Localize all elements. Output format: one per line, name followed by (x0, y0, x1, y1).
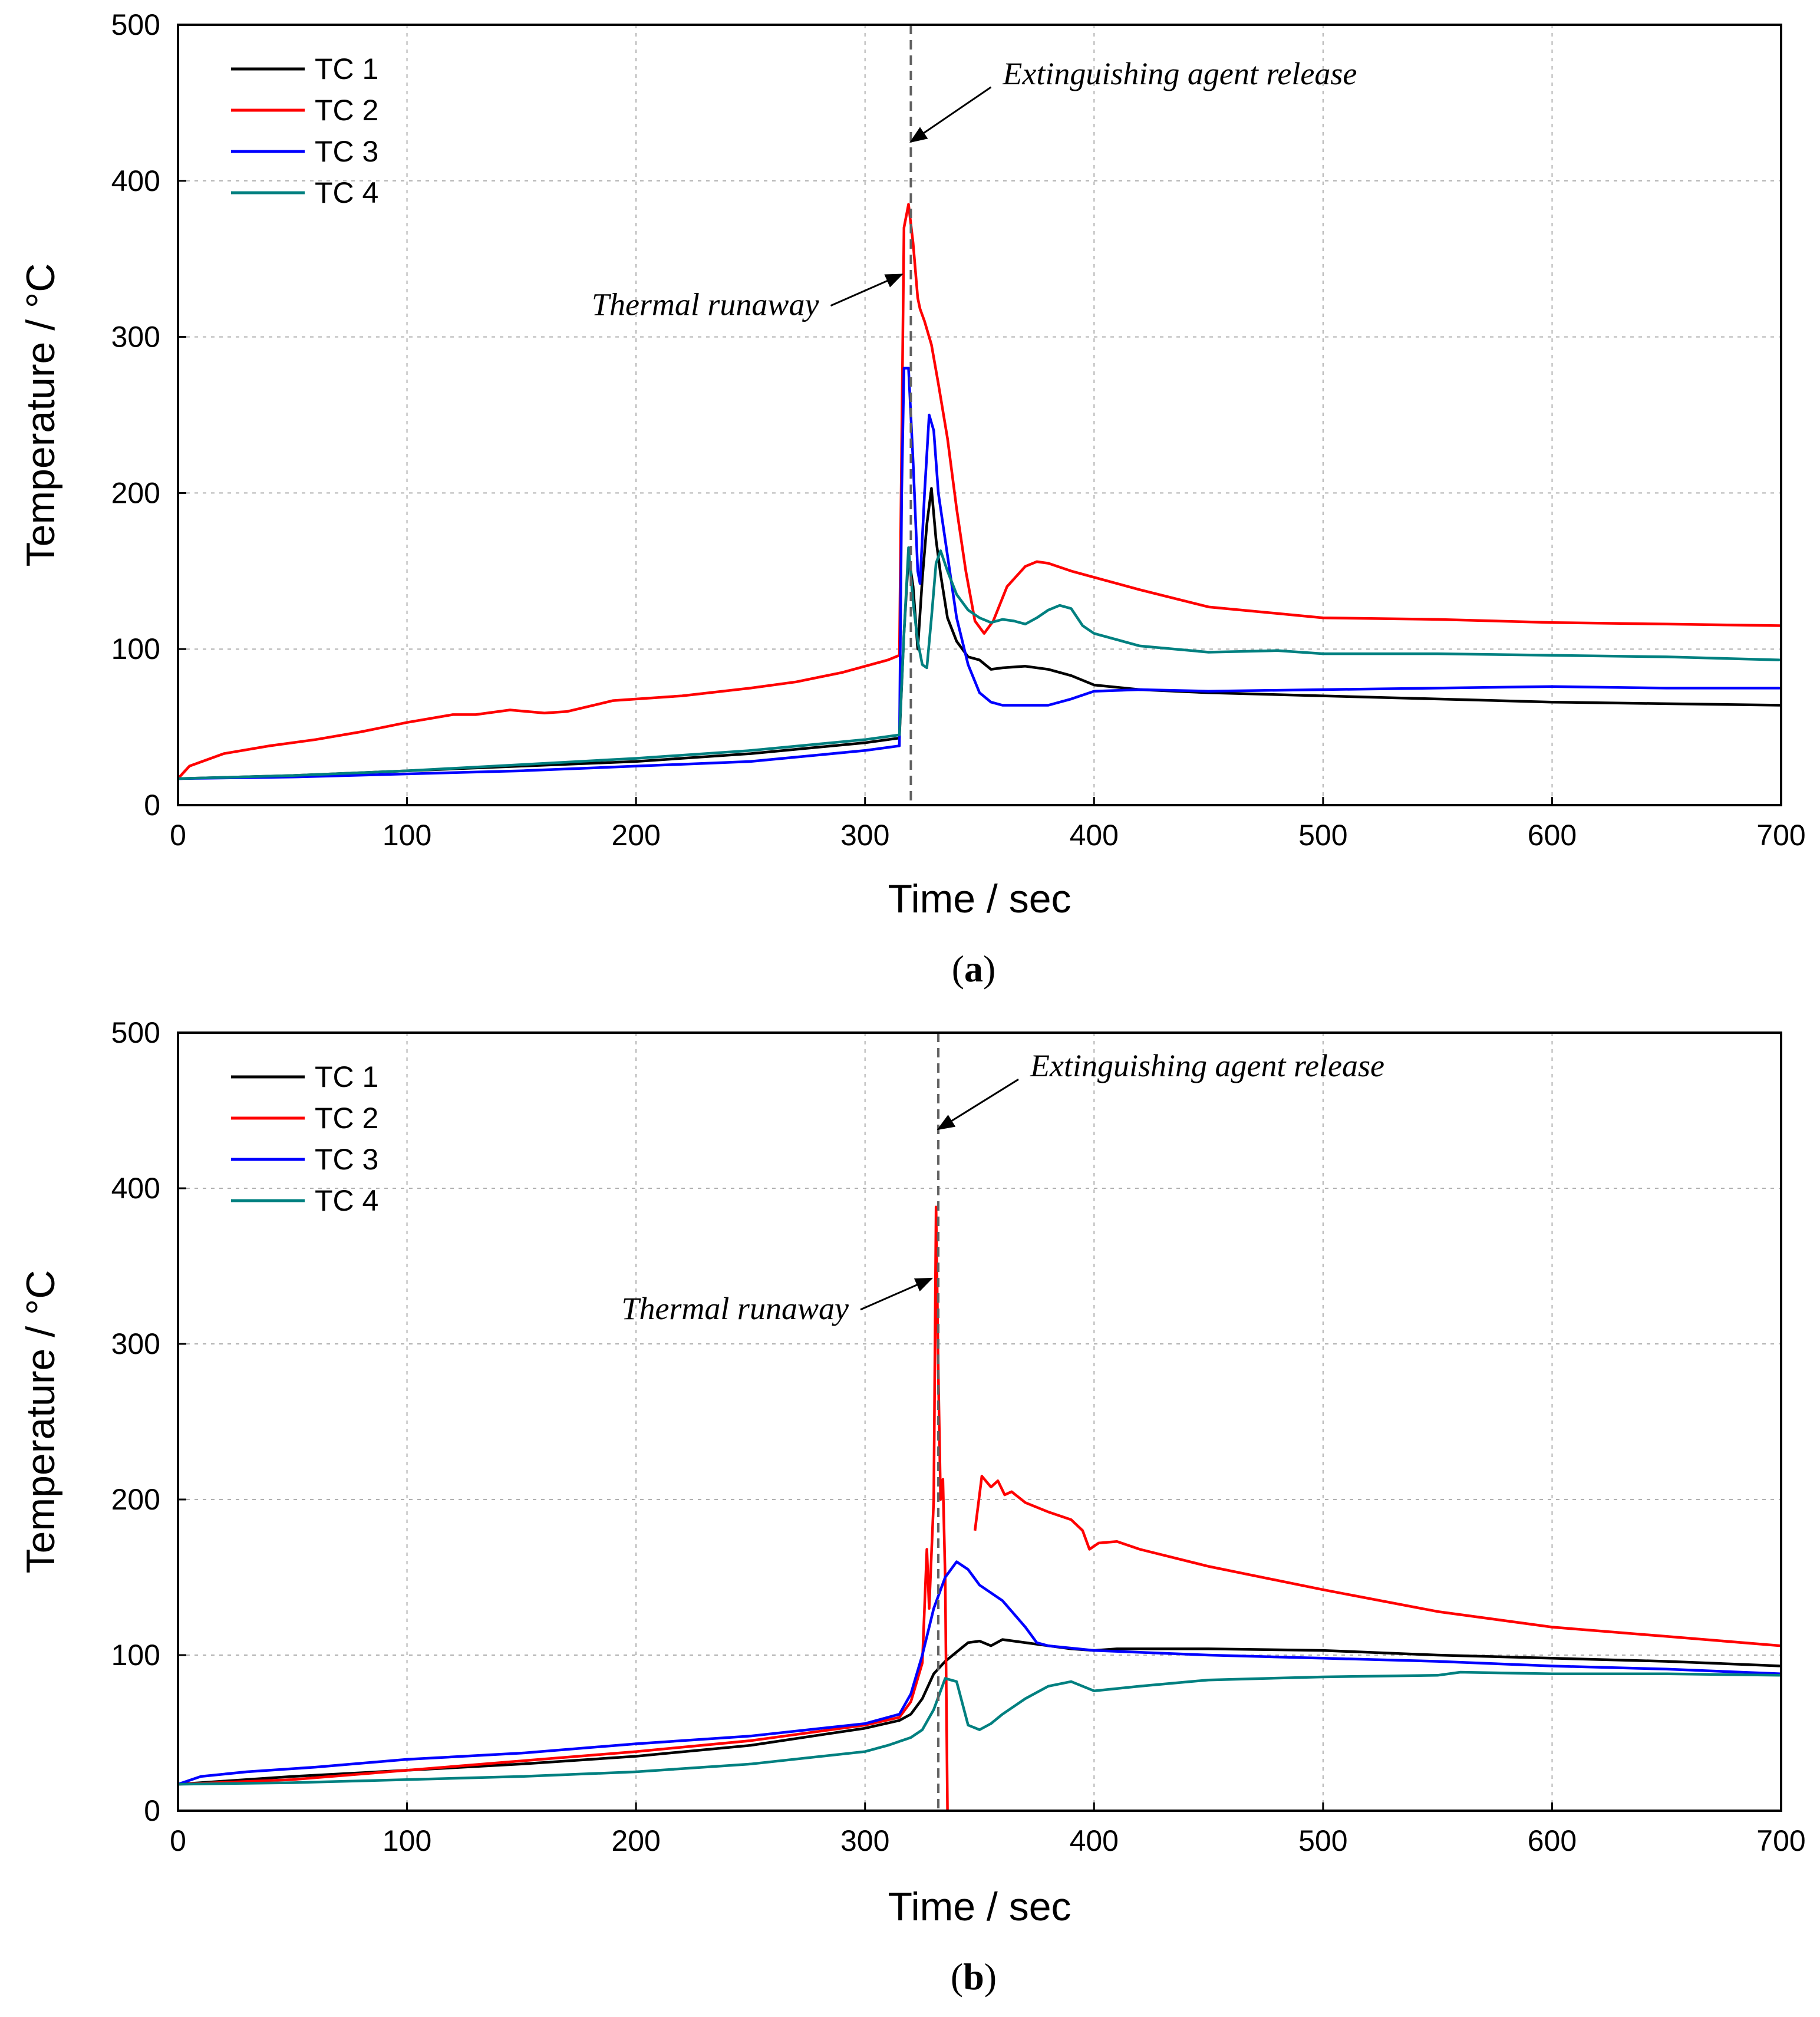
annotation-arrow (860, 1277, 934, 1311)
legend-label: TC 1 (315, 1060, 378, 1093)
y-tick-label: 200 (111, 476, 160, 509)
series-line-tc-4 (178, 546, 1781, 780)
series-line-tc-3 (178, 367, 1781, 780)
legend-label: TC 3 (315, 1143, 378, 1176)
annotation-arrow (909, 86, 992, 143)
legend-label: TC 4 (315, 1184, 378, 1217)
plot-frame (177, 1031, 1782, 1812)
series-line-tc-2 (178, 1205, 949, 1811)
y-tick-label: 100 (111, 1639, 160, 1672)
chart-panel-a: 0 100 200 300 400 500 600 700 0 100 200 300 400 500 Ti… (18, 8, 1806, 990)
legend-label: TC 4 (315, 176, 378, 209)
x-tick-label: 500 (1298, 819, 1347, 852)
y-tick-label: 300 (111, 321, 160, 354)
series-line-tc-1 (178, 1638, 1781, 1786)
x-tick-label: 200 (611, 1824, 660, 1857)
legend-label: TC 3 (315, 135, 378, 168)
annotation-thermal-runaway: Thermal runaway (621, 1291, 849, 1326)
legend-label: TC 2 (315, 1102, 378, 1135)
series-line-tc-2 (178, 203, 1781, 780)
y-tick-label: 500 (111, 8, 160, 41)
y-tick-label: 100 (111, 632, 160, 665)
y-axis-title: Temperature / °C (18, 1270, 63, 1574)
annotation-arrow (830, 273, 904, 307)
y-tick-label: 400 (111, 164, 160, 197)
series-line-tc-3 (178, 1560, 1781, 1786)
legend-label: TC 2 (315, 94, 378, 127)
series-line-tc-1 (178, 487, 1781, 780)
x-tick-label: 400 (1070, 1824, 1119, 1857)
y-tick-label: 500 (111, 1016, 160, 1049)
x-tick-label: 500 (1298, 1824, 1347, 1857)
x-tick-label: 100 (383, 1824, 431, 1857)
x-tick-label: 600 (1528, 819, 1577, 852)
series-group (178, 1205, 1781, 1811)
y-tick-label: 200 (111, 1483, 160, 1516)
x-axis-title: Time / sec (888, 876, 1071, 921)
y-tick-label: 0 (144, 1794, 160, 1827)
annotation-arrow (937, 1078, 1019, 1131)
x-tick-label: 100 (383, 819, 431, 852)
x-tick-label: 200 (611, 819, 660, 852)
series-line-tc-2-cont (973, 1475, 1781, 1647)
legend-label: TC 1 (315, 52, 378, 85)
annotation-release: Extinguishing agent release (1030, 1048, 1384, 1083)
series-group (178, 203, 1781, 780)
y-tick-label: 400 (111, 1172, 160, 1205)
x-tick-label: 0 (170, 1824, 186, 1857)
panel-label: (a) (952, 948, 996, 990)
y-tick-label: 300 (111, 1327, 160, 1360)
x-tick-label: 300 (840, 819, 889, 852)
x-tick-label: 700 (1756, 1824, 1805, 1857)
x-tick-label: 0 (170, 819, 186, 852)
annotation-release: Extinguishing agent release (1002, 56, 1357, 91)
x-tick-label: 600 (1528, 1824, 1577, 1857)
x-tick-label: 300 (840, 1824, 889, 1857)
y-tick-label: 0 (144, 789, 160, 822)
panel-label: (b) (951, 1956, 997, 1998)
plot-frame (177, 24, 1782, 806)
y-axis-title: Temperature / °C (18, 263, 63, 567)
annotation-thermal-runaway: Thermal runaway (592, 287, 819, 322)
x-tick-label: 700 (1756, 819, 1805, 852)
chart-panel-b: 0 100 200 300 400 500 600 700 0 100 200 300 400 500 Ti… (18, 1016, 1806, 1998)
x-axis-title: Time / sec (888, 1884, 1071, 1929)
series-line-tc-4 (178, 1670, 1781, 1786)
x-tick-label: 400 (1070, 819, 1119, 852)
